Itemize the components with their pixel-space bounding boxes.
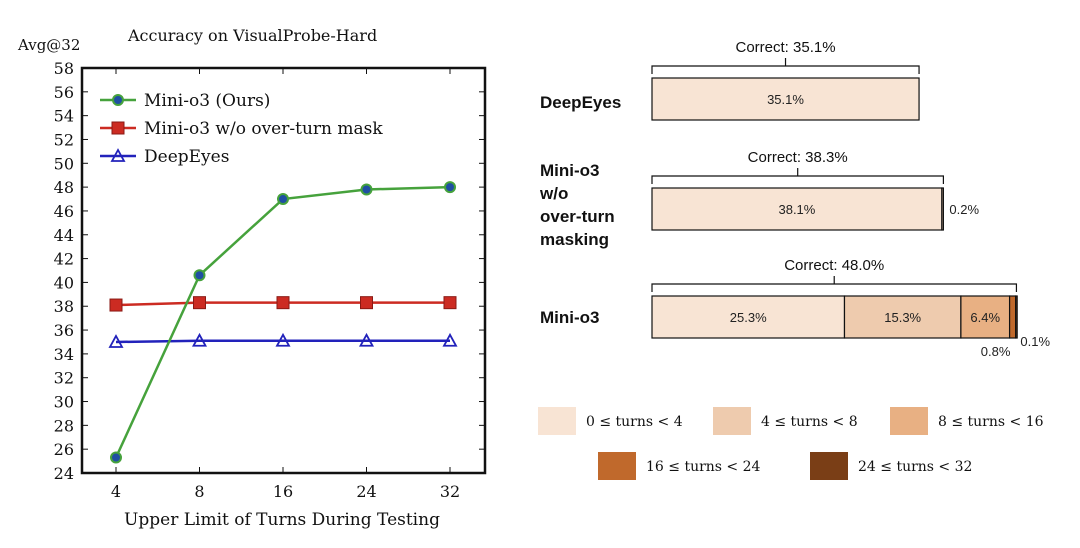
bar-segment (651, 77, 920, 121)
legend-label: Mini-o3 (Ours) (144, 91, 270, 111)
legend-swatch (538, 407, 576, 435)
category-label: masking (540, 230, 609, 249)
bar-value-label: 25.3% (730, 310, 767, 325)
stacked-bar-chart: DeepEyes 35.1% Correct: 35.1% Mini-o3 w/o ove… (538, 39, 1051, 480)
data-point (110, 451, 122, 464)
y-tick-label: 52 (54, 130, 74, 149)
bar-value-label: 0.8% (981, 344, 1011, 359)
legend-label: DeepEyes (144, 147, 229, 167)
y-tick-label: 46 (54, 202, 74, 221)
x-tick-label: 16 (273, 482, 293, 501)
data-point (277, 193, 289, 206)
bar-segment (1015, 295, 1018, 339)
x-tick-label: 32 (440, 482, 460, 501)
correct-bracket (651, 168, 944, 184)
bar-value-label: 35.1% (767, 92, 804, 107)
bar-value-label: 6.4% (970, 310, 1000, 325)
y-tick-label: 50 (54, 154, 74, 173)
x-tick-label: 24 (356, 482, 376, 501)
bar-segment (941, 187, 944, 231)
y-tick-label: 24 (54, 464, 74, 483)
y-tick-label: 38 (54, 297, 74, 316)
y-tick-label: 42 (54, 250, 74, 269)
correct-label: Correct: 48.0% (784, 257, 884, 274)
y-tick-label: 58 (54, 59, 74, 78)
category-label: Mini-o3 (540, 308, 600, 327)
bar-value-label: 0.1% (1020, 334, 1050, 349)
y-tick-label: 34 (54, 345, 74, 364)
category-label: Mini-o3 (540, 161, 600, 180)
correct-bracket (651, 276, 1018, 292)
bar-value-label: 0.2% (949, 202, 979, 217)
legend-label: 4 ≤ turns < 8 (761, 414, 858, 430)
legend-label: 8 ≤ turns < 16 (938, 414, 1044, 430)
data-point (360, 183, 373, 196)
data-point (443, 296, 457, 310)
y-tick-label: 44 (54, 226, 74, 245)
y-tick-label: 32 (54, 369, 74, 388)
bar-segment (1008, 295, 1017, 339)
legend-swatch (713, 407, 751, 435)
x-axis-label: Upper Limit of Turns During Testing (124, 510, 440, 530)
category-label: over-turn (540, 207, 615, 226)
correct-label: Correct: 35.1% (736, 39, 836, 56)
category-label: w/o (539, 184, 568, 203)
legend-label: 16 ≤ turns < 24 (646, 459, 761, 475)
data-point (444, 181, 456, 194)
y-tick-label: 54 (54, 107, 74, 126)
legend-swatch (598, 452, 636, 480)
legend: Mini-o3 (Ours) Mini-o3 w/o over-turn mask… (100, 91, 383, 167)
data-point (108, 334, 124, 348)
legend-marker (112, 94, 124, 106)
series-line (114, 185, 451, 459)
series-line (115, 339, 450, 344)
bar-segment (843, 295, 962, 339)
bar-value-label: 15.3% (884, 310, 921, 325)
y-tick-label: 56 (54, 83, 74, 102)
bar-segment (651, 295, 846, 339)
x-tick-label: 4 (111, 482, 121, 501)
data-point (109, 298, 123, 312)
line-chart: Avg@32 Accuracy on VisualProbe-Hard 24 26… (17, 26, 487, 530)
x-tick-label: 8 (194, 482, 204, 501)
y-tick-label: 26 (54, 440, 74, 459)
data-point (358, 332, 375, 347)
data-point (275, 332, 291, 347)
legend-swatch (890, 407, 928, 435)
y-axis-label: Avg@32 (17, 36, 80, 54)
legend-label: Mini-o3 w/o over-turn mask (144, 119, 383, 139)
y-tick-label: 28 (54, 416, 74, 435)
legend-swatch (810, 452, 848, 480)
data-point (442, 332, 458, 347)
y-tick-label: 48 (54, 178, 74, 197)
category-label: DeepEyes (540, 93, 621, 112)
y-tick-label: 36 (54, 321, 74, 340)
data-point (360, 296, 373, 310)
bar-segment (651, 187, 943, 231)
correct-bracket (651, 58, 920, 74)
legend-label: 24 ≤ turns < 32 (858, 459, 972, 475)
bar-segment (960, 295, 1011, 339)
chart-title: Accuracy on VisualProbe-Hard (127, 26, 377, 45)
legend-marker (111, 121, 125, 135)
data-point (191, 332, 208, 347)
legend-marker (110, 148, 126, 162)
legend: 0 ≤ turns < 4 4 ≤ turns < 8 8 ≤ turns < 16… (538, 407, 1044, 480)
data-point (193, 269, 206, 282)
y-tick-label: 40 (54, 273, 74, 292)
data-point (193, 296, 206, 310)
y-tick-label: 30 (54, 393, 74, 412)
data-point (276, 296, 290, 310)
legend-label: 0 ≤ turns < 4 (586, 414, 683, 430)
correct-label: Correct: 38.3% (748, 149, 848, 166)
bar-value-label: 38.1% (778, 202, 815, 217)
